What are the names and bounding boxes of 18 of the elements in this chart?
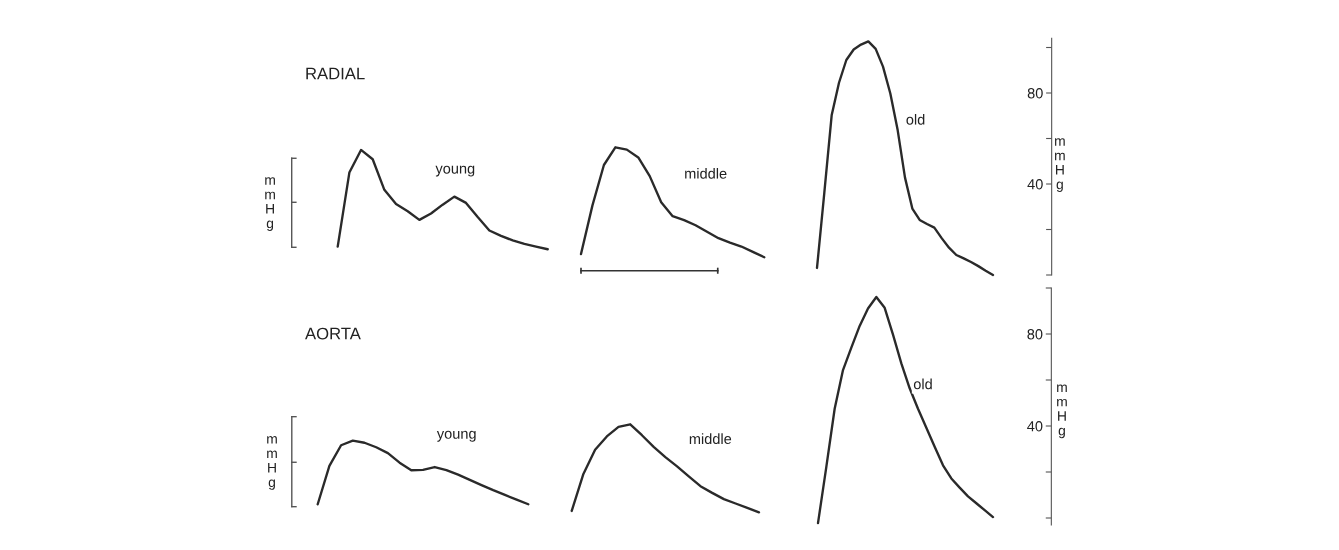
series-label: middle — [689, 433, 732, 445]
y-tick-label: 80 — [1027, 88, 1043, 99]
chart-title: AORTA — [305, 327, 361, 340]
chart-title: RADIAL — [306, 67, 365, 80]
series-label: old — [906, 114, 925, 125]
series-label: young — [435, 165, 475, 177]
y-tick-label: 40 — [1027, 421, 1043, 432]
y-axis-title: mmHg — [267, 436, 277, 490]
y-axis-title: mmHg — [265, 177, 275, 231]
line-series — [816, 295, 995, 525]
series-label: young — [436, 430, 476, 442]
series-label: old — [913, 378, 932, 390]
text: middle — [685, 168, 727, 179]
line-series — [815, 40, 995, 277]
y-tick-label: 40 — [1027, 179, 1043, 190]
y-tick-label: 80 — [1027, 329, 1043, 340]
y-axis-title: mmHg — [1055, 138, 1065, 192]
y-axis-title: mmHg — [1057, 384, 1067, 439]
